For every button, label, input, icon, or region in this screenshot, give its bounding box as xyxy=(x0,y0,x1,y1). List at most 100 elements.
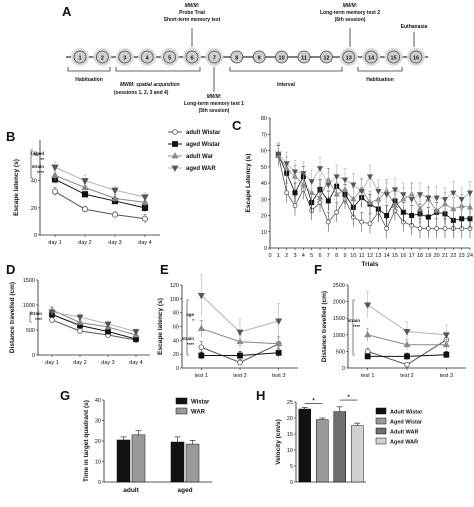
bar xyxy=(116,439,131,483)
stats-bracket xyxy=(186,299,189,356)
legend-label: adult War xyxy=(186,154,214,160)
timeline-day-label: 10 xyxy=(279,56,285,62)
y-axis-label: Distance travelled (cm) xyxy=(9,282,16,353)
timeline-day-marker xyxy=(118,50,132,64)
acquisition-sub: (sessions 1, 2, 3 and 4) xyxy=(114,90,169,96)
series-line xyxy=(54,178,146,209)
bar xyxy=(185,443,200,483)
data-point xyxy=(275,151,282,158)
y-tick-label: 1000 xyxy=(23,303,35,309)
experiment-timeline: 1 2 3 4 5 6 7 8 9 10 11 12 13 14 15 16 Habituation MWM:… xyxy=(66,3,428,114)
data-point xyxy=(112,211,119,218)
y-tick-label: 40 xyxy=(173,338,179,344)
x-tick-label: 14 xyxy=(384,253,390,259)
data-point xyxy=(333,174,340,180)
data-point xyxy=(383,192,390,198)
lt1-mwm: MWM: xyxy=(207,94,222,100)
data-point xyxy=(198,344,205,351)
probe-line2: Short-term memory test xyxy=(164,17,221,23)
timeline-day-label: 13 xyxy=(346,56,352,62)
lt2-line2: (6th session) xyxy=(335,17,366,23)
data-point xyxy=(81,178,89,185)
data-point xyxy=(316,166,324,172)
data-point xyxy=(400,209,406,215)
data-point xyxy=(292,190,298,196)
x-tick-label: 2 xyxy=(285,253,288,259)
data-point xyxy=(341,177,349,184)
timeline-day-label: 4 xyxy=(146,56,150,62)
x-tick-label: 12 xyxy=(367,253,373,259)
data-point xyxy=(466,203,474,210)
timeline-day-marker xyxy=(207,50,221,64)
panel-letter-b: B xyxy=(6,129,15,144)
timeline-day-label: 16 xyxy=(413,56,419,62)
data-point xyxy=(403,329,411,336)
series-line xyxy=(277,155,471,212)
stat-strain-label: strain xyxy=(348,318,361,323)
x-tick-label: 18 xyxy=(417,253,423,259)
x-tick-label: 13 xyxy=(375,253,381,259)
x-tick-label: 17 xyxy=(409,253,415,259)
data-point xyxy=(132,329,140,336)
x-tick-label: 11 xyxy=(359,253,365,259)
y-tick-label: 0 xyxy=(290,480,293,486)
data-point xyxy=(197,292,205,300)
x-tick-label: 10 xyxy=(350,253,356,259)
panel-letter-a: A xyxy=(62,4,72,19)
y-tick-label: 50 xyxy=(261,165,267,171)
probe-mwm: MWM: xyxy=(185,3,200,9)
timeline-day-label: 6 xyxy=(190,56,193,62)
y-tick-label: 10 xyxy=(287,448,293,454)
x-tick-label: test 2 xyxy=(400,373,413,379)
chart-h-velocity: 0 5 10 15 20 25 Velocity (cm/s) * * Adult Wistar A… xyxy=(275,395,423,486)
legend-marker xyxy=(171,152,179,159)
series-line xyxy=(54,166,146,198)
timeline-day-marker xyxy=(73,50,87,64)
data-point xyxy=(325,219,331,225)
y-tick-label: 120 xyxy=(170,283,179,289)
data-point xyxy=(416,192,424,198)
stat-age-sig: ** xyxy=(40,157,44,162)
chart-e-escape-latency-tests: 0 20 40 60 80 100 120 test 1 test 2 test 3 Escape … xyxy=(157,274,298,379)
y-tick-label: 2000 xyxy=(333,300,345,306)
data-point xyxy=(366,199,374,205)
y-axis-label: Velocity (cm/s) xyxy=(275,419,282,465)
data-point xyxy=(291,169,299,176)
x-tick-label: 15 xyxy=(392,253,398,259)
legend-swatch xyxy=(375,427,387,435)
y-axis-label: Escape Latency (s) xyxy=(245,154,252,213)
timeline-day-marker xyxy=(96,50,109,64)
x-tick-label: 3 xyxy=(293,253,296,259)
data-point xyxy=(111,194,119,201)
x-tick-label: day 1 xyxy=(48,240,61,246)
stat-age-label: age xyxy=(186,312,194,317)
panel-letter-g: G xyxy=(60,388,70,403)
timeline-day-marker xyxy=(252,50,266,64)
data-point xyxy=(49,317,55,323)
data-point xyxy=(51,171,59,178)
legend-swatch xyxy=(175,397,188,405)
data-point xyxy=(442,226,448,231)
data-point xyxy=(442,332,450,339)
y-tick-label: 60 xyxy=(261,149,267,155)
data-point xyxy=(334,209,340,215)
legend-label: adult Wistar xyxy=(186,130,221,136)
x-tick-label: day 3 xyxy=(108,240,121,246)
stat-strain-label: strain xyxy=(32,164,45,169)
stat-strain-sig: **** xyxy=(35,317,42,322)
data-point xyxy=(364,330,372,338)
y-tick-label: 0 xyxy=(34,233,37,239)
data-point xyxy=(292,203,298,209)
panel-letter-h: H xyxy=(256,388,265,403)
timeline-day-label: 2 xyxy=(101,56,104,62)
y-tick-label: 60 xyxy=(31,152,37,158)
timeline-days: 1 2 3 4 5 6 7 8 9 10 11 12 13 14 15 16 xyxy=(71,48,425,66)
series-line xyxy=(54,174,146,203)
data-point xyxy=(441,197,449,203)
x-tick-label: 8 xyxy=(335,253,338,259)
y-tick-label: 40 xyxy=(261,181,267,187)
panel-letter-c: C xyxy=(232,118,242,133)
x-tick-label: test 3 xyxy=(272,373,285,379)
